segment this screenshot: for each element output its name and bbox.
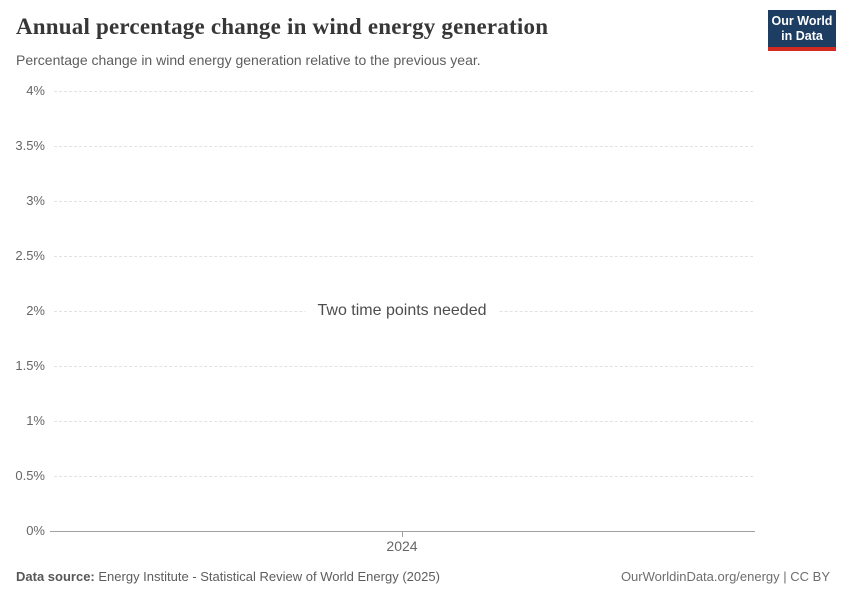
gridline [54, 421, 753, 422]
y-axis-tick-label: 2.5% [15, 248, 45, 263]
x-axis-tick [402, 531, 403, 537]
y-axis-tick-label: 0.5% [15, 468, 45, 483]
y-axis-tick-label: 3% [26, 193, 45, 208]
owid-logo-line2: in Data [781, 29, 823, 43]
data-source-label: Data source: [16, 569, 95, 584]
footer-rights-link[interactable]: OurWorldinData.org/energy | CC BY [620, 569, 830, 584]
y-axis-tick-label: 4% [26, 83, 45, 98]
gridline [54, 91, 753, 92]
chart-subtitle: Percentage change in wind energy generat… [16, 52, 481, 68]
owid-logo-line1: Our World [771, 14, 833, 28]
y-axis-tick-label: 3.5% [15, 138, 45, 153]
gridline [54, 201, 753, 202]
page-title: Annual percentage change in wind energy … [16, 14, 549, 39]
empty-chart-message: Two time points needed [305, 301, 499, 321]
gridline [54, 146, 753, 147]
owid-logo[interactable]: Our World in Data [768, 10, 836, 51]
y-axis-tick-label: 2% [26, 303, 45, 318]
gridline [54, 476, 753, 477]
x-axis-line [50, 531, 755, 532]
y-axis-tick-label: 1.5% [15, 358, 45, 373]
y-axis-tick-label: 0% [26, 523, 45, 538]
x-axis-tick-label: 2024 [386, 538, 418, 554]
data-source-text: Energy Institute - Statistical Review of… [98, 569, 440, 584]
y-axis-tick-label: 1% [26, 413, 45, 428]
data-source-link[interactable]: Data source: Energy Institute - Statisti… [16, 569, 440, 584]
gridline [54, 366, 753, 367]
gridline [54, 256, 753, 257]
